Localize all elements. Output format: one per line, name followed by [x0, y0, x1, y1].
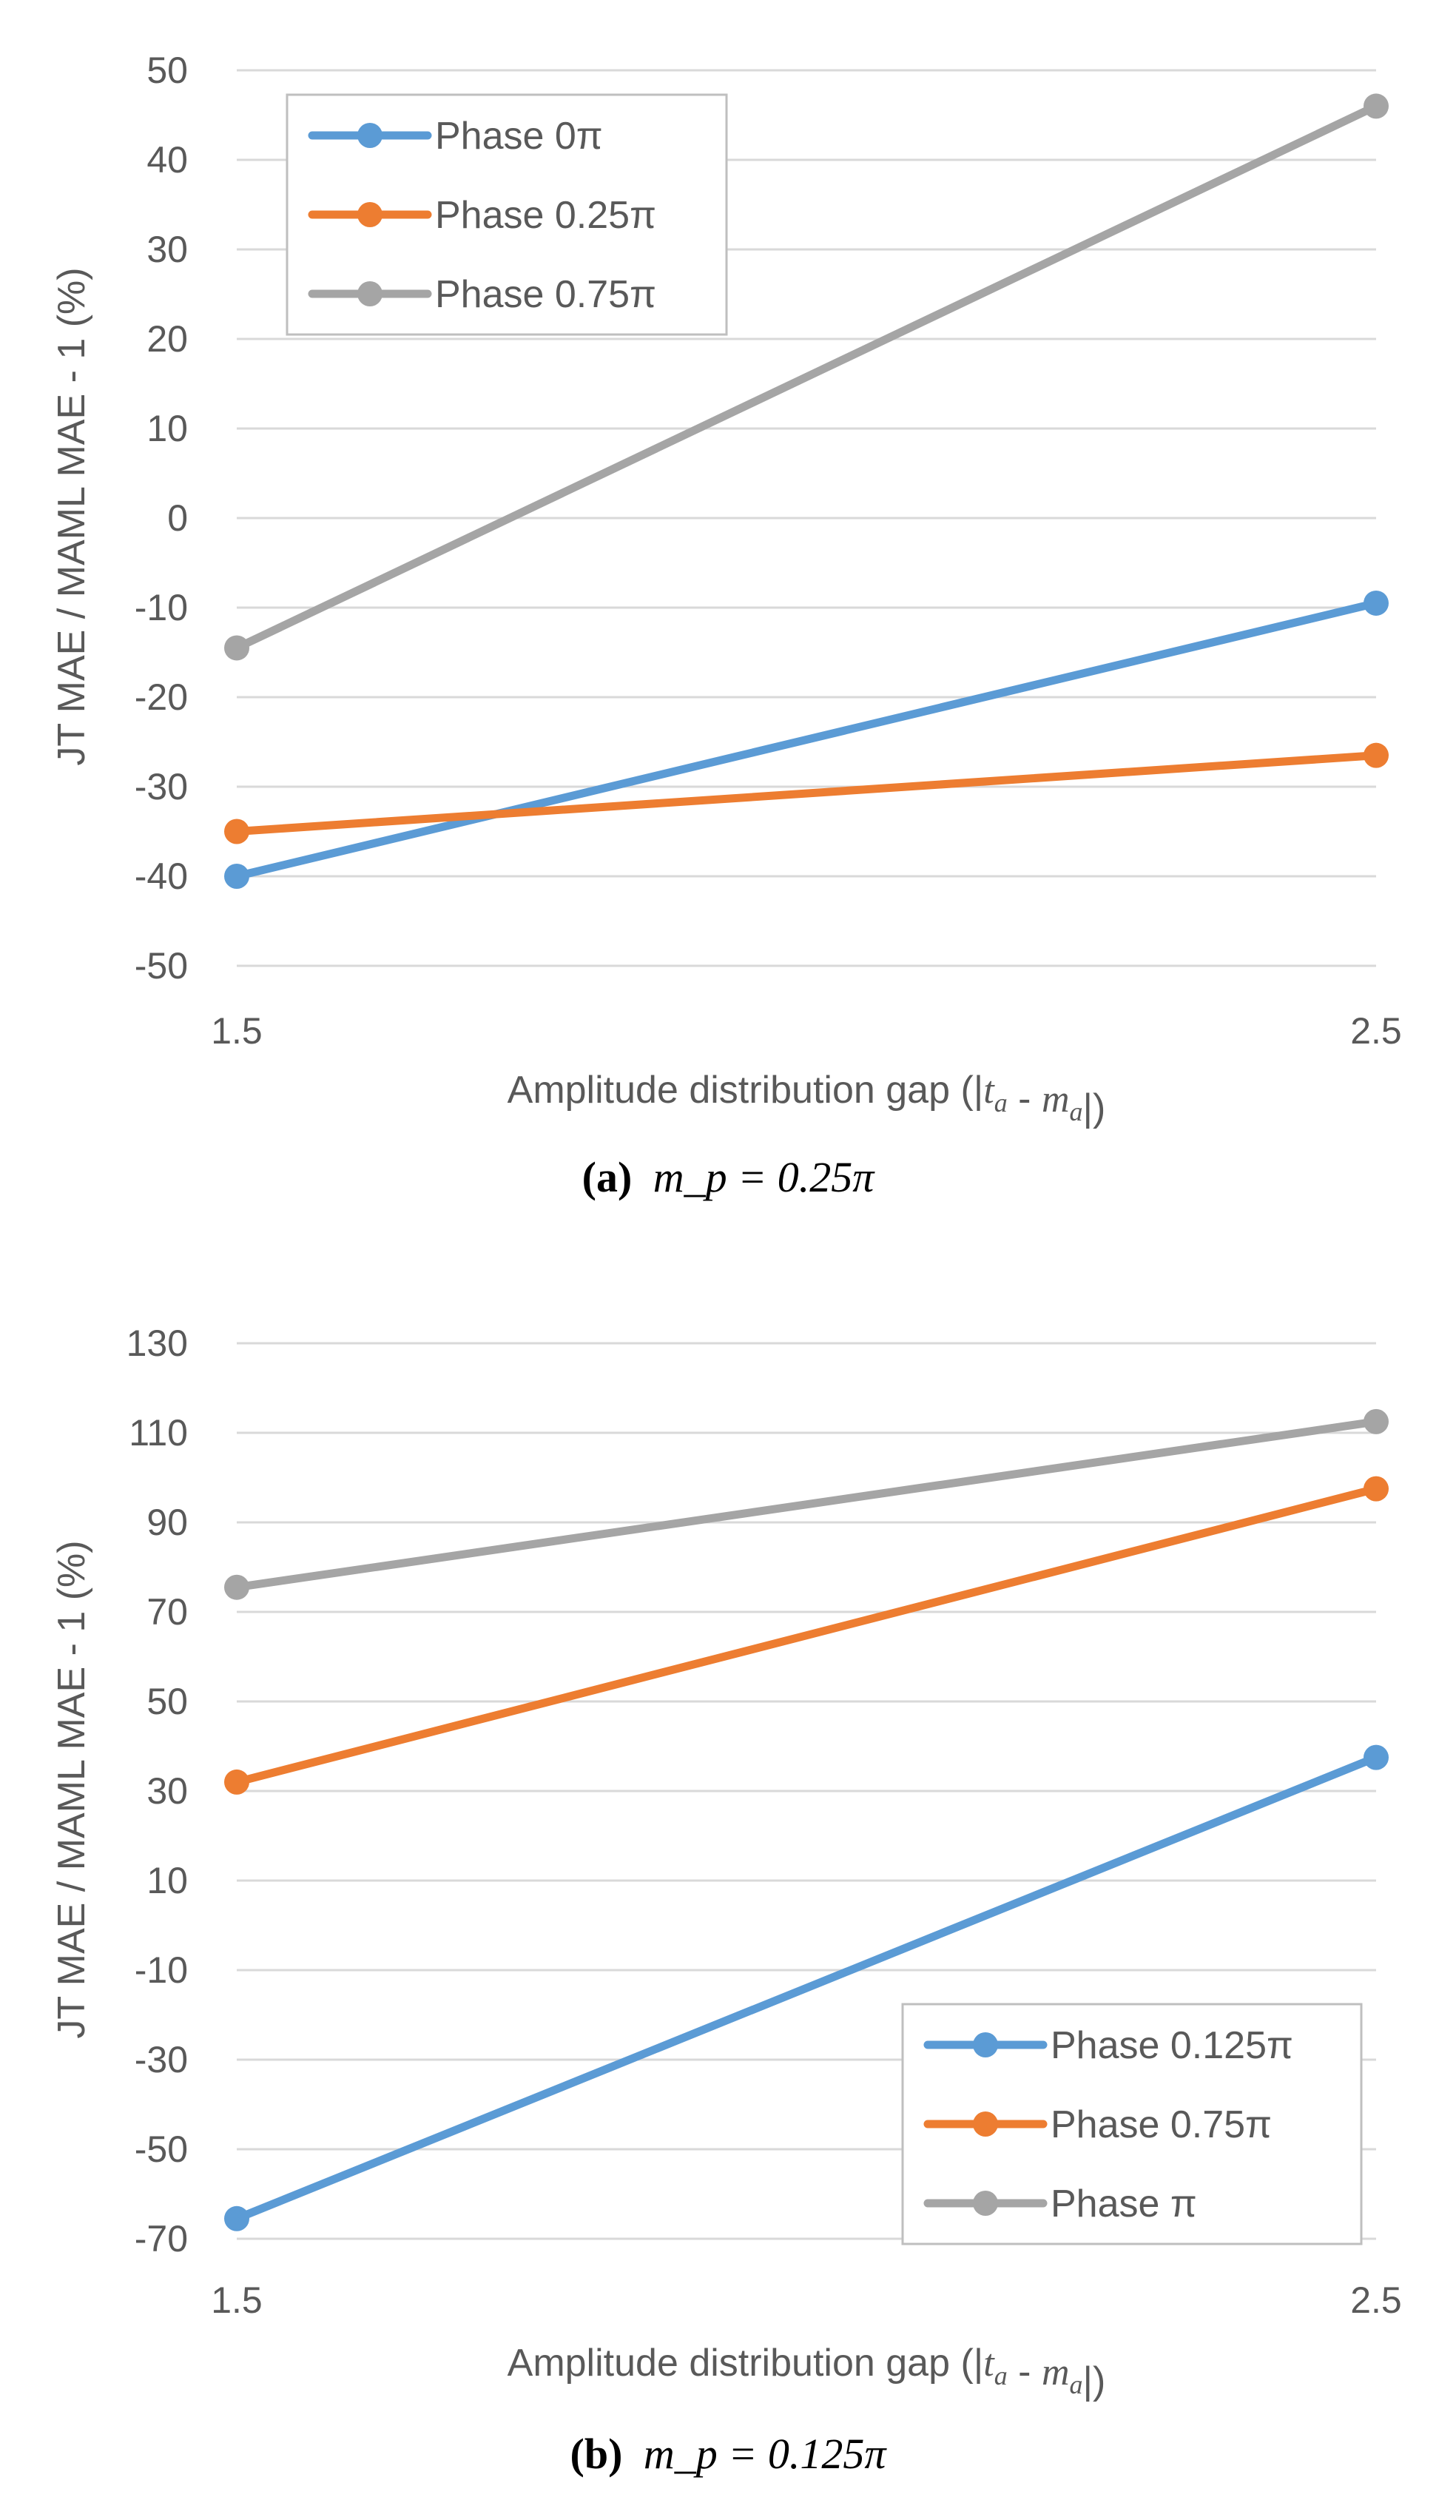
- chart-b-x-ticks: 1.5 2.5: [211, 2279, 1402, 2321]
- chart-a-legend-marker: [357, 123, 382, 148]
- chart-b-series-line-3: [232, 1417, 1381, 1592]
- chart-a-series-line-2: [232, 751, 1381, 836]
- chart-b-y-tick-label: -10: [135, 1949, 188, 1991]
- chart-b-legend-label: Phase 0.125π: [1051, 2024, 1293, 2067]
- chart-b-legend-marker: [973, 2032, 998, 2057]
- chart-a-x-tick-label: 2.5: [1350, 1010, 1402, 1052]
- chart-a-y-tick-label: -30: [135, 766, 188, 807]
- chart-a-legend-marker: [357, 202, 382, 227]
- chart-b-y-ticks: 130 110 90 70 50 30 10 -10 -30 -50 -70: [127, 1323, 188, 2259]
- chart-b-data-point: [1364, 1408, 1389, 1434]
- chart-a-y-tick-label: -20: [135, 676, 188, 718]
- chart-b-data-point: [1364, 1744, 1389, 1770]
- chart-b-y-tick-label: 130: [127, 1323, 188, 1364]
- chart-b-y-axis-title: JT MAE / MAML MAE - 1 (%): [50, 1540, 93, 2038]
- chart-b-legend-marker: [973, 2191, 998, 2216]
- chart-a-y-tick-label: -40: [135, 856, 188, 897]
- chart-a-y-tick-label: 0: [167, 497, 188, 539]
- chart-b-legend-label: Phase 0.75π: [1051, 2103, 1272, 2146]
- chart-b-y-tick-label: 10: [146, 1860, 188, 1901]
- chart-b-y-tick-label: -30: [135, 2039, 188, 2080]
- chart-b-y-tick-label: -70: [135, 2218, 188, 2259]
- chart-b-x-tick-label: 2.5: [1350, 2279, 1402, 2321]
- chart-b-legend-marker: [973, 2111, 998, 2137]
- chart-b-data-point: [224, 1574, 249, 1600]
- chart-a-data-point: [224, 864, 249, 889]
- chart-a-caption-label: (a): [582, 1153, 633, 1201]
- chart-b-data-point: [224, 2205, 249, 2231]
- chart-a-legend-label: Phase 0π: [435, 115, 603, 158]
- chart-a-legend-marker: [357, 281, 382, 306]
- chart-a-y-tick-label: 30: [146, 229, 188, 270]
- chart-a-data-point: [1364, 742, 1389, 768]
- chart-a-y-tick-label: 20: [146, 318, 188, 360]
- chart-b-y-tick-label: 30: [146, 1770, 188, 1812]
- chart-a-y-tick-label: -10: [135, 587, 188, 628]
- chart-panel-a: 50 40 30 20 10 0 -10 -20 -30 -40 -50 1.5 2.5 JT MAE…: [50, 50, 1402, 1201]
- chart-a-series-line-3: [232, 101, 1381, 652]
- chart-b-y-tick-label: 50: [146, 1681, 188, 1722]
- chart-b-y-tick-label: 70: [146, 1591, 188, 1633]
- chart-b-series-line-2: [232, 1485, 1381, 1787]
- chart-a-caption-math: m_p = 0.25π: [653, 1153, 876, 1201]
- chart-b-y-tick-label: -50: [135, 2128, 188, 2170]
- chart-b-series: [224, 1408, 1389, 2231]
- chart-a-x-tick-label: 1.5: [211, 1010, 263, 1052]
- chart-a-data-point: [224, 635, 249, 661]
- chart-a-data-point: [1364, 93, 1389, 119]
- chart-a-data-point: [1364, 590, 1389, 616]
- chart-b-data-point: [224, 1769, 249, 1795]
- chart-a-series-line-1: [232, 599, 1381, 881]
- chart-b-x-tick-label: 1.5: [211, 2279, 263, 2321]
- chart-a-y-axis-title: JT MAE / MAML MAE - 1 (%): [50, 267, 93, 765]
- chart-a-caption: (a) m_p = 0.25π: [582, 1153, 876, 1201]
- chart-a-y-tick-label: 50: [146, 50, 188, 91]
- chart-a-y-tick-label: 10: [146, 408, 188, 449]
- chart-a-legend: Phase 0π Phase 0.25π Phase 0.75π: [286, 93, 728, 336]
- chart-b-legend: Phase 0.125π Phase 0.75π Phase π: [901, 2003, 1363, 2245]
- chart-a-x-axis-title: Amplitude distribution gap (|ta - ma|): [508, 1069, 1106, 1129]
- chart-b-series-line-1: [232, 1753, 1381, 2223]
- chart-panel-b: 130 110 90 70 50 30 10 -10 -30 -50 -70 1.5 2.5 JT M…: [50, 1323, 1402, 2478]
- chart-b-y-tick-label: 90: [146, 1502, 188, 1543]
- chart-a-y-tick-label: -50: [135, 945, 188, 987]
- chart-a-data-point: [224, 819, 249, 844]
- chart-b-y-tick-label: 110: [129, 1412, 188, 1454]
- chart-b-caption-math: m_p = 0.125π: [644, 2430, 888, 2478]
- chart-a-x-ticks: 1.5 2.5: [211, 1010, 1402, 1052]
- chart-a-y-ticks: 50 40 30 20 10 0 -10 -20 -30 -40 -50: [135, 50, 188, 987]
- chart-a-legend-label: Phase 0.75π: [435, 273, 656, 316]
- chart-b-data-point: [1364, 1476, 1389, 1502]
- chart-b-caption-label: (b): [570, 2430, 623, 2478]
- chart-a-series: [224, 93, 1389, 889]
- chart-b-legend-label: Phase π: [1051, 2183, 1197, 2225]
- chart-b-caption: (b) m_p = 0.125π: [570, 2430, 888, 2478]
- chart-a-legend-label: Phase 0.25π: [435, 194, 656, 237]
- chart-b-x-axis-title: Amplitude distribution gap (|ta - ma|): [508, 2342, 1106, 2402]
- chart-a-y-tick-label: 40: [146, 139, 188, 181]
